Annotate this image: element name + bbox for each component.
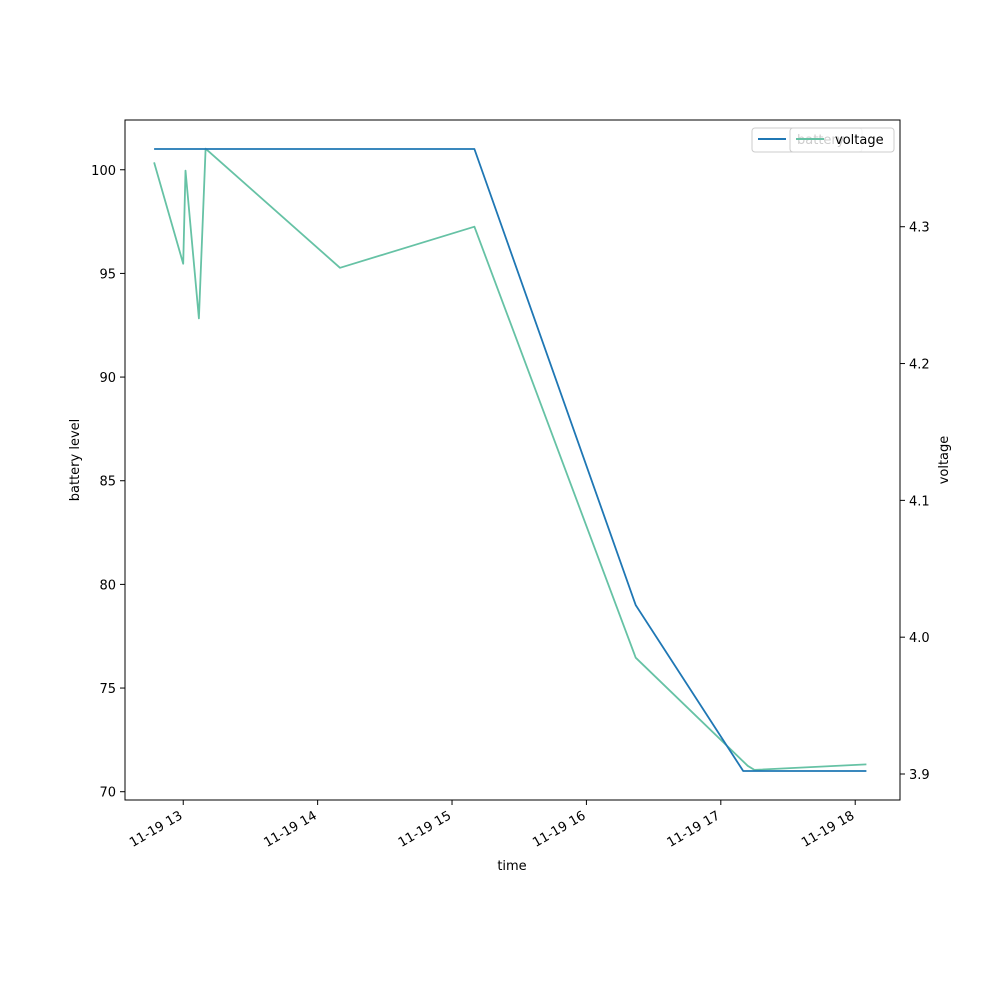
y-left-tick-label: 85 xyxy=(99,475,116,490)
y-right-tick-label: 4.3 xyxy=(909,221,930,236)
y-axis-left-title: battery level xyxy=(68,419,83,502)
y-left-tick-label: 75 xyxy=(99,682,116,697)
y-axis-left: 70 75 80 85 90 95 100 xyxy=(91,164,125,801)
series-line-battery xyxy=(154,148,867,772)
y-left-tick-label: 70 xyxy=(99,786,116,801)
y-right-tick-label: 4.2 xyxy=(909,358,930,373)
y-left-tick-label: 100 xyxy=(91,164,116,179)
y-right-tick-label: 3.9 xyxy=(909,768,930,783)
legend-voltage-label: voltage xyxy=(835,133,884,148)
y-right-tick-label: 4.1 xyxy=(909,494,930,509)
series-line-voltage xyxy=(153,147,867,771)
y-left-tick-label: 90 xyxy=(99,371,116,386)
legend-voltage-box xyxy=(789,127,895,153)
plot-frame xyxy=(124,119,901,801)
x-axis-title: time xyxy=(497,859,526,874)
y-axis-right-title: voltage xyxy=(937,436,952,485)
y-right-tick-label: 4.0 xyxy=(909,631,930,646)
series-layer xyxy=(153,147,867,772)
y-axis-right: 3.9 4.0 4.1 4.2 4.3 xyxy=(900,221,930,783)
y-left-tick-label: 95 xyxy=(99,267,116,282)
legend-voltage: voltage xyxy=(789,127,895,153)
y-left-tick-label: 80 xyxy=(99,578,116,593)
